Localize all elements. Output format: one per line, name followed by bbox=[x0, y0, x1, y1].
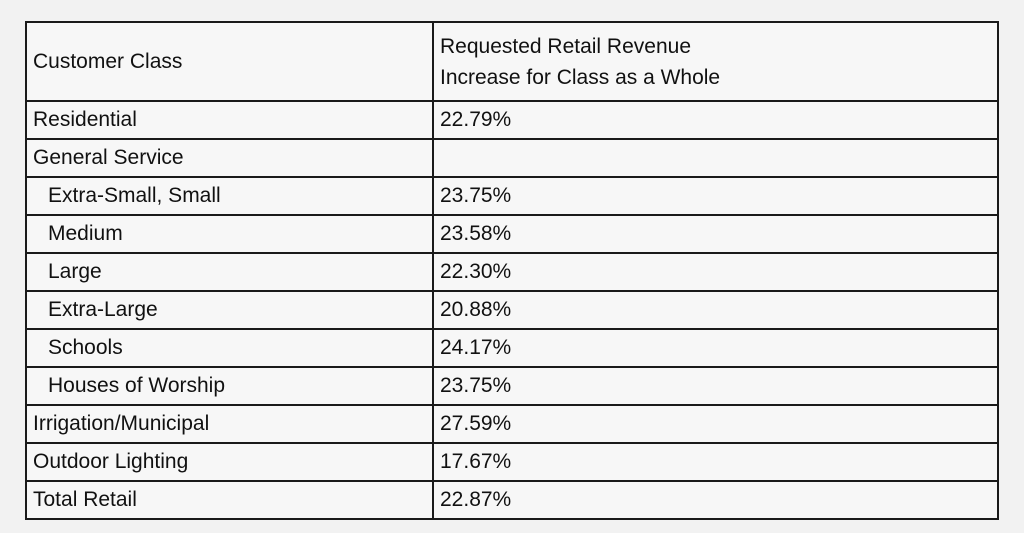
customer-class-cell: Irrigation/Municipal bbox=[25, 404, 434, 444]
customer-class-cell: Houses of Worship bbox=[25, 366, 434, 406]
customer-class-cell: Extra-Small, Small bbox=[25, 176, 434, 216]
table-row: General Service bbox=[25, 138, 999, 178]
increase-value-cell: 22.30% bbox=[432, 252, 999, 292]
header-requested-increase-line2: Increase for Class as a Whole bbox=[440, 65, 721, 89]
table-row: Houses of Worship 23.75% bbox=[25, 366, 999, 406]
customer-class-cell: General Service bbox=[25, 138, 434, 178]
customer-class-cell: Residential bbox=[25, 100, 434, 140]
increase-value-cell bbox=[432, 138, 999, 178]
increase-value-cell: 24.17% bbox=[432, 328, 999, 368]
table-row: Schools 24.17% bbox=[25, 328, 999, 368]
table-row: Outdoor Lighting 17.67% bbox=[25, 442, 999, 482]
table-row: Irrigation/Municipal 27.59% bbox=[25, 404, 999, 444]
increase-value-cell: 23.58% bbox=[432, 214, 999, 254]
customer-class-cell: Total Retail bbox=[25, 480, 434, 520]
customer-class-cell: Schools bbox=[25, 328, 434, 368]
table-row: Medium 23.58% bbox=[25, 214, 999, 254]
table-row: Extra-Small, Small 23.75% bbox=[25, 176, 999, 216]
increase-value-cell: 20.88% bbox=[432, 290, 999, 330]
table-row: Large 22.30% bbox=[25, 252, 999, 292]
header-customer-class: Customer Class bbox=[25, 21, 434, 102]
increase-value-cell: 22.79% bbox=[432, 100, 999, 140]
increase-value-cell: 23.75% bbox=[432, 366, 999, 406]
header-requested-increase-line1: Requested Retail Revenue bbox=[440, 34, 691, 58]
customer-class-cell: Medium bbox=[25, 214, 434, 254]
table-header-row: Customer Class Requested Retail Revenue … bbox=[25, 21, 999, 102]
table-row: Total Retail 22.87% bbox=[25, 480, 999, 520]
revenue-increase-table: Customer Class Requested Retail Revenue … bbox=[25, 21, 999, 520]
customer-class-cell: Outdoor Lighting bbox=[25, 442, 434, 482]
table-row: Residential 22.79% bbox=[25, 100, 999, 140]
header-requested-increase: Requested Retail Revenue Increase for Cl… bbox=[432, 21, 999, 102]
table-body: Residential 22.79% General Service Extra-Sm… bbox=[25, 100, 999, 520]
customer-class-cell: Large bbox=[25, 252, 434, 292]
increase-value-cell: 17.67% bbox=[432, 442, 999, 482]
customer-class-cell: Extra-Large bbox=[25, 290, 434, 330]
increase-value-cell: 27.59% bbox=[432, 404, 999, 444]
increase-value-cell: 23.75% bbox=[432, 176, 999, 216]
increase-value-cell: 22.87% bbox=[432, 480, 999, 520]
table-row: Extra-Large 20.88% bbox=[25, 290, 999, 330]
